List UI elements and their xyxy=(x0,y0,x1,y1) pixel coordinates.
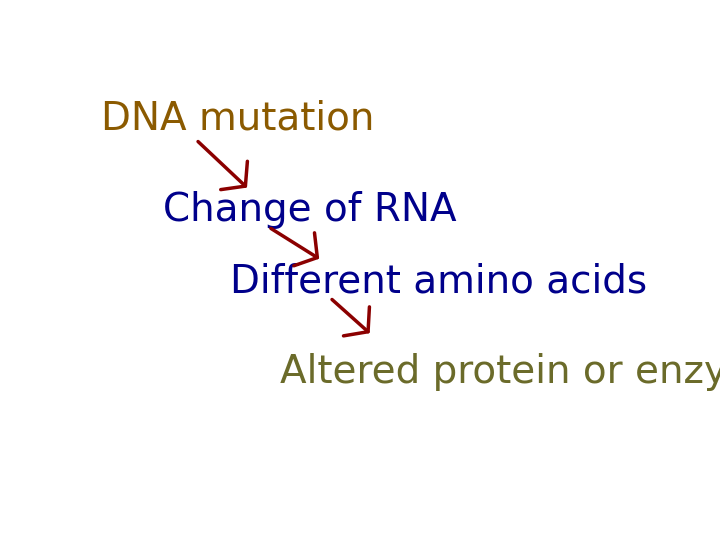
Text: Different amino acids: Different amino acids xyxy=(230,262,647,300)
Text: Altered protein or enzyme: Altered protein or enzyme xyxy=(280,354,720,391)
Text: Change of RNA: Change of RNA xyxy=(163,191,456,230)
Text: DNA mutation: DNA mutation xyxy=(101,100,374,138)
